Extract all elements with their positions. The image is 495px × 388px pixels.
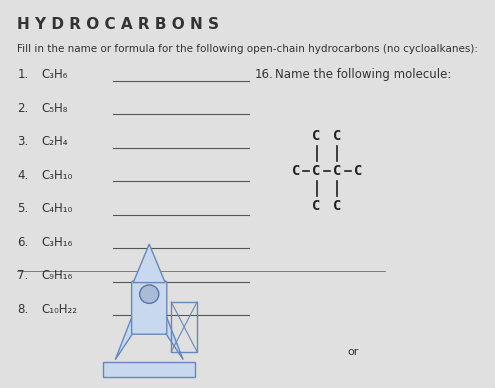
Text: C₂H₄: C₂H₄: [42, 135, 68, 148]
Text: 3.: 3.: [17, 135, 29, 148]
Text: C: C: [312, 129, 321, 143]
Text: 5.: 5.: [17, 202, 29, 215]
Text: C: C: [354, 164, 362, 178]
Text: C: C: [312, 164, 321, 178]
Text: Fill in the name or formula for the following open-chain hydrocarbons (no cycloa: Fill in the name or formula for the foll…: [17, 44, 478, 54]
Bar: [171, 302, 197, 352]
Text: C: C: [333, 164, 342, 178]
Polygon shape: [115, 314, 133, 360]
Text: or: or: [347, 347, 359, 357]
FancyBboxPatch shape: [103, 362, 195, 377]
Text: C₃H₆: C₃H₆: [42, 68, 68, 81]
Text: 1.: 1.: [17, 68, 29, 81]
Text: C₃H₁₀: C₃H₁₀: [42, 169, 73, 182]
Text: 16.: 16.: [255, 68, 274, 81]
Polygon shape: [165, 314, 183, 360]
FancyBboxPatch shape: [132, 281, 167, 334]
Text: C₅H₈: C₅H₈: [42, 102, 68, 114]
Text: C: C: [312, 199, 321, 213]
Text: Name the following molecule:: Name the following molecule:: [275, 68, 451, 81]
Text: 8.: 8.: [17, 303, 29, 316]
Text: 4.: 4.: [17, 169, 29, 182]
Circle shape: [140, 285, 159, 303]
Text: C: C: [292, 164, 300, 178]
Text: C: C: [333, 199, 342, 213]
Text: H Y D R O C A R B O N S: H Y D R O C A R B O N S: [17, 17, 219, 32]
Text: C₉H₁₆: C₉H₁₆: [42, 269, 73, 282]
Text: C₄H₁₀: C₄H₁₀: [42, 202, 73, 215]
Text: 7.: 7.: [17, 269, 29, 282]
Text: C: C: [333, 129, 342, 143]
Text: 6.: 6.: [17, 236, 29, 249]
Text: 2.: 2.: [17, 102, 29, 114]
Text: C₃H₁₆: C₃H₁₆: [42, 236, 73, 249]
Polygon shape: [133, 244, 165, 282]
Text: C₁₀H₂₂: C₁₀H₂₂: [42, 303, 77, 316]
